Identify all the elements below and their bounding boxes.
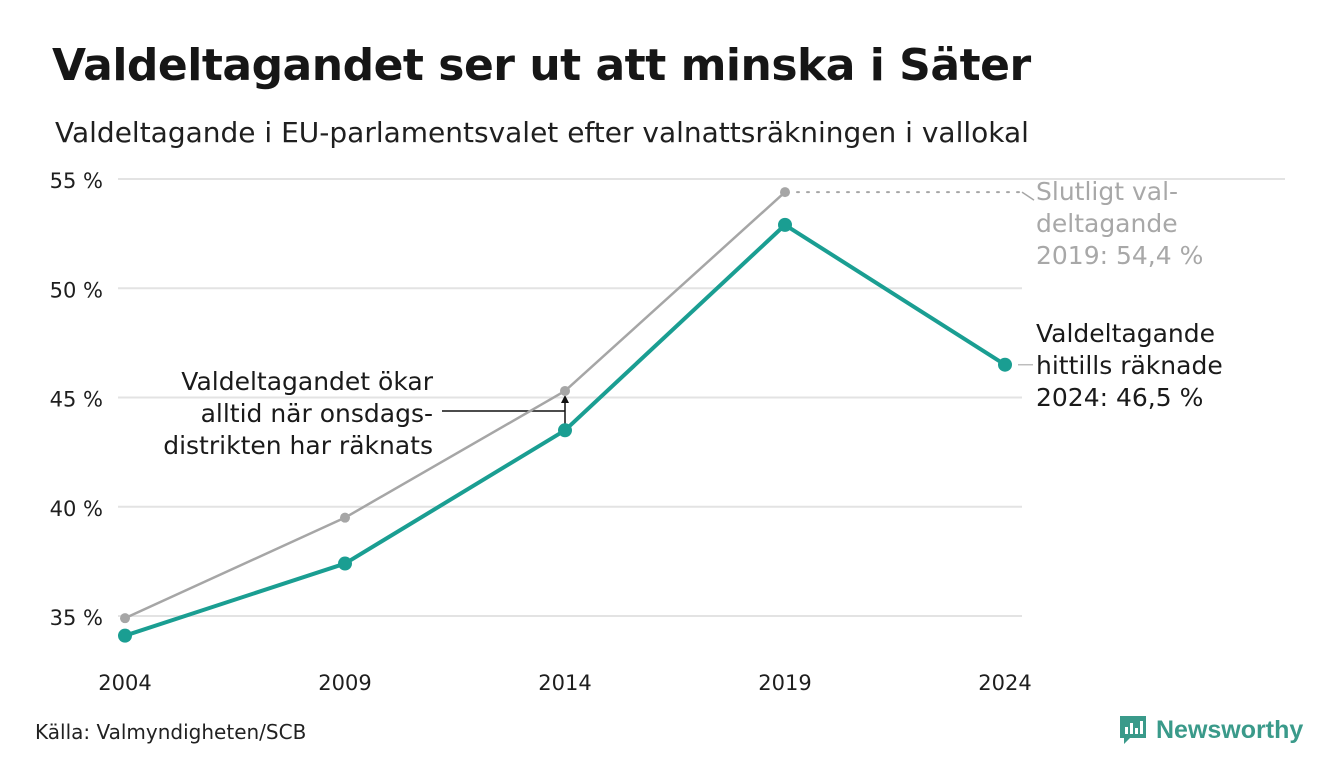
counted-2024-label: Valdeltagande: [1036, 319, 1215, 348]
counted-series-point: [558, 423, 572, 438]
y-axis-labels: 35 % 40 % 45 % 50 % 55 %: [50, 169, 103, 630]
final-series-line: [124, 191, 786, 620]
y-tick-label: 45 %: [50, 388, 103, 412]
counted-series-point: [778, 217, 792, 232]
counted-series-point: [998, 357, 1012, 372]
line-chart: 35 % 40 % 45 % 50 % 55 % 2004 2009 2014 2019 202…: [50, 169, 1285, 695]
final-series-point: [120, 613, 130, 624]
y-tick-label: 35 %: [50, 606, 103, 630]
final-series-point: [780, 187, 790, 198]
final-2019-label: 2019: 54,4 %: [1036, 241, 1203, 270]
x-axis-labels: 2004 2009 2014 2019 2024: [98, 671, 1031, 695]
x-tick-label: 2004: [98, 671, 151, 695]
counted-2024-label: 2024: 46,5 %: [1036, 383, 1203, 412]
newsworthy-logo-icon: [1120, 716, 1146, 744]
chart-subtitle: Valdeltagande i EU-parlamentsvalet efter…: [55, 116, 1029, 149]
final-series-point: [560, 385, 570, 396]
increase-note-arrowhead: [561, 394, 569, 403]
x-tick-label: 2019: [758, 671, 811, 695]
x-tick-label: 2024: [978, 671, 1031, 695]
final-series-point: [340, 512, 350, 523]
y-tick-label: 50 %: [50, 278, 103, 302]
counted-series-point: [338, 556, 352, 571]
grid-lines: [118, 178, 1285, 617]
increase-note-label: alltid när onsdags-: [201, 399, 433, 428]
y-tick-label: 55 %: [50, 169, 103, 193]
final-2019-leader-tick: [1021, 191, 1035, 201]
counted-series-point: [118, 628, 132, 643]
counted-2024-label: hittills räknade: [1036, 351, 1223, 380]
increase-note-label: Valdeltagandet ökar: [181, 367, 433, 396]
series: [118, 187, 1012, 643]
brand[interactable]: Newsworthy: [1118, 712, 1303, 748]
x-tick-label: 2014: [538, 671, 591, 695]
increase-note-label: distrikten har räknats: [163, 431, 433, 460]
page-title: Valdeltagandet ser ut att minska i Säter: [52, 40, 1031, 91]
source-note: Källa: Valmyndigheten/SCB: [35, 720, 307, 744]
final-2019-label: deltagande: [1036, 209, 1178, 238]
x-tick-label: 2009: [318, 671, 371, 695]
annotations: Slutligt val-deltagande 2019: 54,4 % Valde…: [163, 177, 1222, 460]
brand-name: Newsworthy: [1156, 715, 1304, 744]
y-tick-label: 40 %: [50, 497, 103, 521]
final-2019-label: Slutligt val-: [1036, 177, 1178, 206]
